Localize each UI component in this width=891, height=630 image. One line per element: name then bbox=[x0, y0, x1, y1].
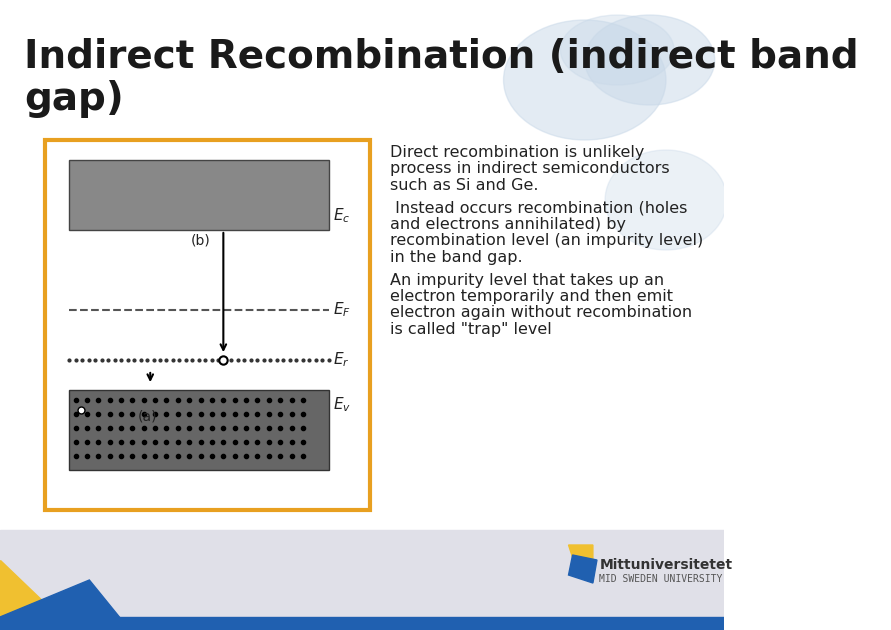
Text: $E_F$: $E_F$ bbox=[333, 301, 351, 319]
Text: Instead occurs recombination (holes: Instead occurs recombination (holes bbox=[390, 200, 687, 215]
Polygon shape bbox=[568, 545, 593, 570]
Bar bbox=[69, 160, 329, 230]
Text: An impurity level that takes up an: An impurity level that takes up an bbox=[390, 273, 664, 287]
Bar bbox=[0, 617, 723, 630]
Text: process in indirect semiconductors: process in indirect semiconductors bbox=[390, 161, 669, 176]
Text: $E_r$: $E_r$ bbox=[333, 351, 349, 369]
Text: (a): (a) bbox=[138, 409, 158, 423]
Polygon shape bbox=[0, 580, 130, 630]
Polygon shape bbox=[568, 555, 597, 583]
Text: and electrons annihilated) by: and electrons annihilated) by bbox=[390, 217, 625, 232]
Text: Direct recombination is unlikely: Direct recombination is unlikely bbox=[390, 145, 644, 160]
Ellipse shape bbox=[503, 20, 666, 140]
Bar bbox=[45, 140, 370, 510]
Text: Indirect Recombination (indirect band: Indirect Recombination (indirect band bbox=[24, 38, 859, 76]
Text: is called "trap" level: is called "trap" level bbox=[390, 322, 552, 337]
Ellipse shape bbox=[584, 15, 715, 105]
Text: recombination level (an impurity level): recombination level (an impurity level) bbox=[390, 234, 703, 248]
Text: (b): (b) bbox=[191, 234, 210, 248]
Text: such as Si and Ge.: such as Si and Ge. bbox=[390, 178, 538, 193]
Ellipse shape bbox=[605, 150, 727, 250]
Text: $E_c$: $E_c$ bbox=[333, 206, 350, 225]
Bar bbox=[0, 530, 723, 630]
Text: gap): gap) bbox=[24, 80, 124, 118]
Text: electron temporarily and then emit: electron temporarily and then emit bbox=[390, 289, 673, 304]
Text: $E_v$: $E_v$ bbox=[333, 395, 351, 414]
Text: MID SWEDEN UNIVERSITY: MID SWEDEN UNIVERSITY bbox=[600, 574, 723, 584]
Ellipse shape bbox=[560, 15, 674, 85]
Bar bbox=[69, 390, 329, 470]
Text: in the band gap.: in the band gap. bbox=[390, 250, 522, 265]
Text: electron again without recombination: electron again without recombination bbox=[390, 306, 692, 321]
Polygon shape bbox=[0, 560, 73, 630]
Text: Mittuniversitetet: Mittuniversitetet bbox=[600, 558, 732, 572]
